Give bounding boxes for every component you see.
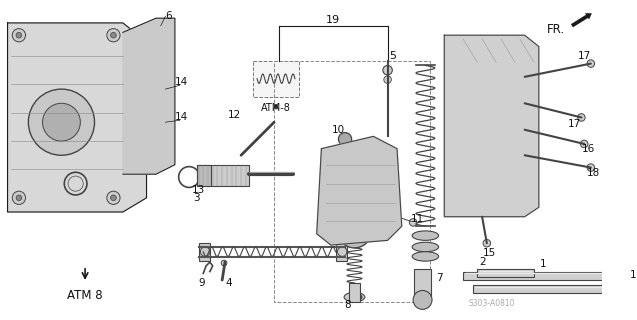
Bar [197, 165, 211, 186]
Bar [452, 39, 526, 63]
Bar [473, 285, 637, 293]
Circle shape [201, 247, 210, 256]
Circle shape [587, 164, 594, 171]
Circle shape [137, 129, 143, 134]
Circle shape [16, 195, 22, 201]
Circle shape [338, 214, 371, 248]
Text: 7: 7 [436, 273, 443, 283]
Text: ATM-8: ATM-8 [261, 103, 291, 113]
Circle shape [144, 162, 149, 168]
Circle shape [334, 202, 346, 213]
Text: 4: 4 [225, 278, 232, 288]
Text: 14: 14 [175, 112, 188, 123]
Ellipse shape [412, 231, 439, 240]
Text: 11: 11 [412, 214, 424, 224]
Circle shape [43, 103, 80, 141]
Circle shape [338, 247, 347, 256]
Text: 19: 19 [326, 15, 340, 25]
Circle shape [578, 114, 585, 121]
Circle shape [473, 184, 492, 203]
Text: 8: 8 [345, 300, 351, 310]
Polygon shape [444, 35, 539, 217]
Circle shape [107, 191, 120, 204]
Bar [274, 61, 430, 302]
Bar [349, 283, 360, 302]
Text: 16: 16 [582, 144, 594, 154]
Bar [199, 243, 210, 261]
Bar [449, 63, 520, 78]
Text: 2: 2 [479, 257, 485, 267]
Circle shape [413, 291, 432, 309]
Bar [449, 119, 520, 134]
Text: 17: 17 [578, 51, 591, 61]
Polygon shape [317, 136, 402, 245]
Polygon shape [8, 23, 147, 212]
Text: 9: 9 [198, 278, 204, 288]
Circle shape [12, 191, 25, 204]
Circle shape [107, 28, 120, 42]
Circle shape [162, 148, 168, 153]
Bar [336, 243, 347, 261]
Circle shape [587, 60, 594, 67]
Circle shape [162, 86, 168, 92]
Text: 6: 6 [165, 11, 171, 21]
Circle shape [345, 221, 364, 240]
Bar [449, 176, 520, 191]
Text: S303-A0810: S303-A0810 [468, 299, 515, 308]
Bar [463, 272, 629, 280]
Circle shape [221, 260, 227, 266]
Bar [197, 165, 248, 186]
Circle shape [338, 132, 352, 146]
Bar [449, 148, 520, 163]
Circle shape [368, 169, 379, 180]
Text: 1: 1 [540, 259, 547, 269]
FancyArrow shape [571, 13, 592, 28]
Circle shape [29, 89, 94, 155]
Bar [449, 91, 520, 106]
Text: 1: 1 [630, 270, 636, 280]
Bar [414, 269, 431, 297]
Bar [477, 269, 534, 277]
Text: 17: 17 [568, 119, 582, 129]
Circle shape [383, 66, 392, 75]
Circle shape [148, 110, 154, 116]
Circle shape [368, 202, 379, 213]
Circle shape [384, 76, 391, 84]
Polygon shape [123, 18, 175, 174]
Circle shape [16, 32, 22, 38]
Circle shape [111, 32, 117, 38]
Circle shape [111, 195, 117, 201]
Bar [254, 61, 299, 97]
Text: 3: 3 [193, 193, 200, 203]
Text: ATM 8: ATM 8 [68, 289, 103, 302]
Text: 12: 12 [228, 110, 241, 120]
Circle shape [410, 219, 417, 226]
Text: FR.: FR. [547, 23, 565, 36]
Circle shape [334, 169, 346, 180]
Ellipse shape [412, 252, 439, 261]
Text: 5: 5 [389, 51, 396, 61]
Circle shape [580, 140, 588, 148]
Circle shape [463, 174, 501, 212]
Text: 10: 10 [332, 125, 345, 135]
Circle shape [148, 63, 154, 68]
Text: 14: 14 [175, 77, 188, 87]
Circle shape [483, 239, 490, 247]
Circle shape [137, 34, 143, 40]
Ellipse shape [344, 292, 365, 302]
Text: 15: 15 [483, 248, 496, 258]
Text: 13: 13 [192, 185, 205, 195]
Text: 18: 18 [587, 168, 600, 178]
Circle shape [356, 294, 362, 300]
Circle shape [162, 25, 168, 30]
Circle shape [12, 28, 25, 42]
Ellipse shape [412, 242, 439, 252]
